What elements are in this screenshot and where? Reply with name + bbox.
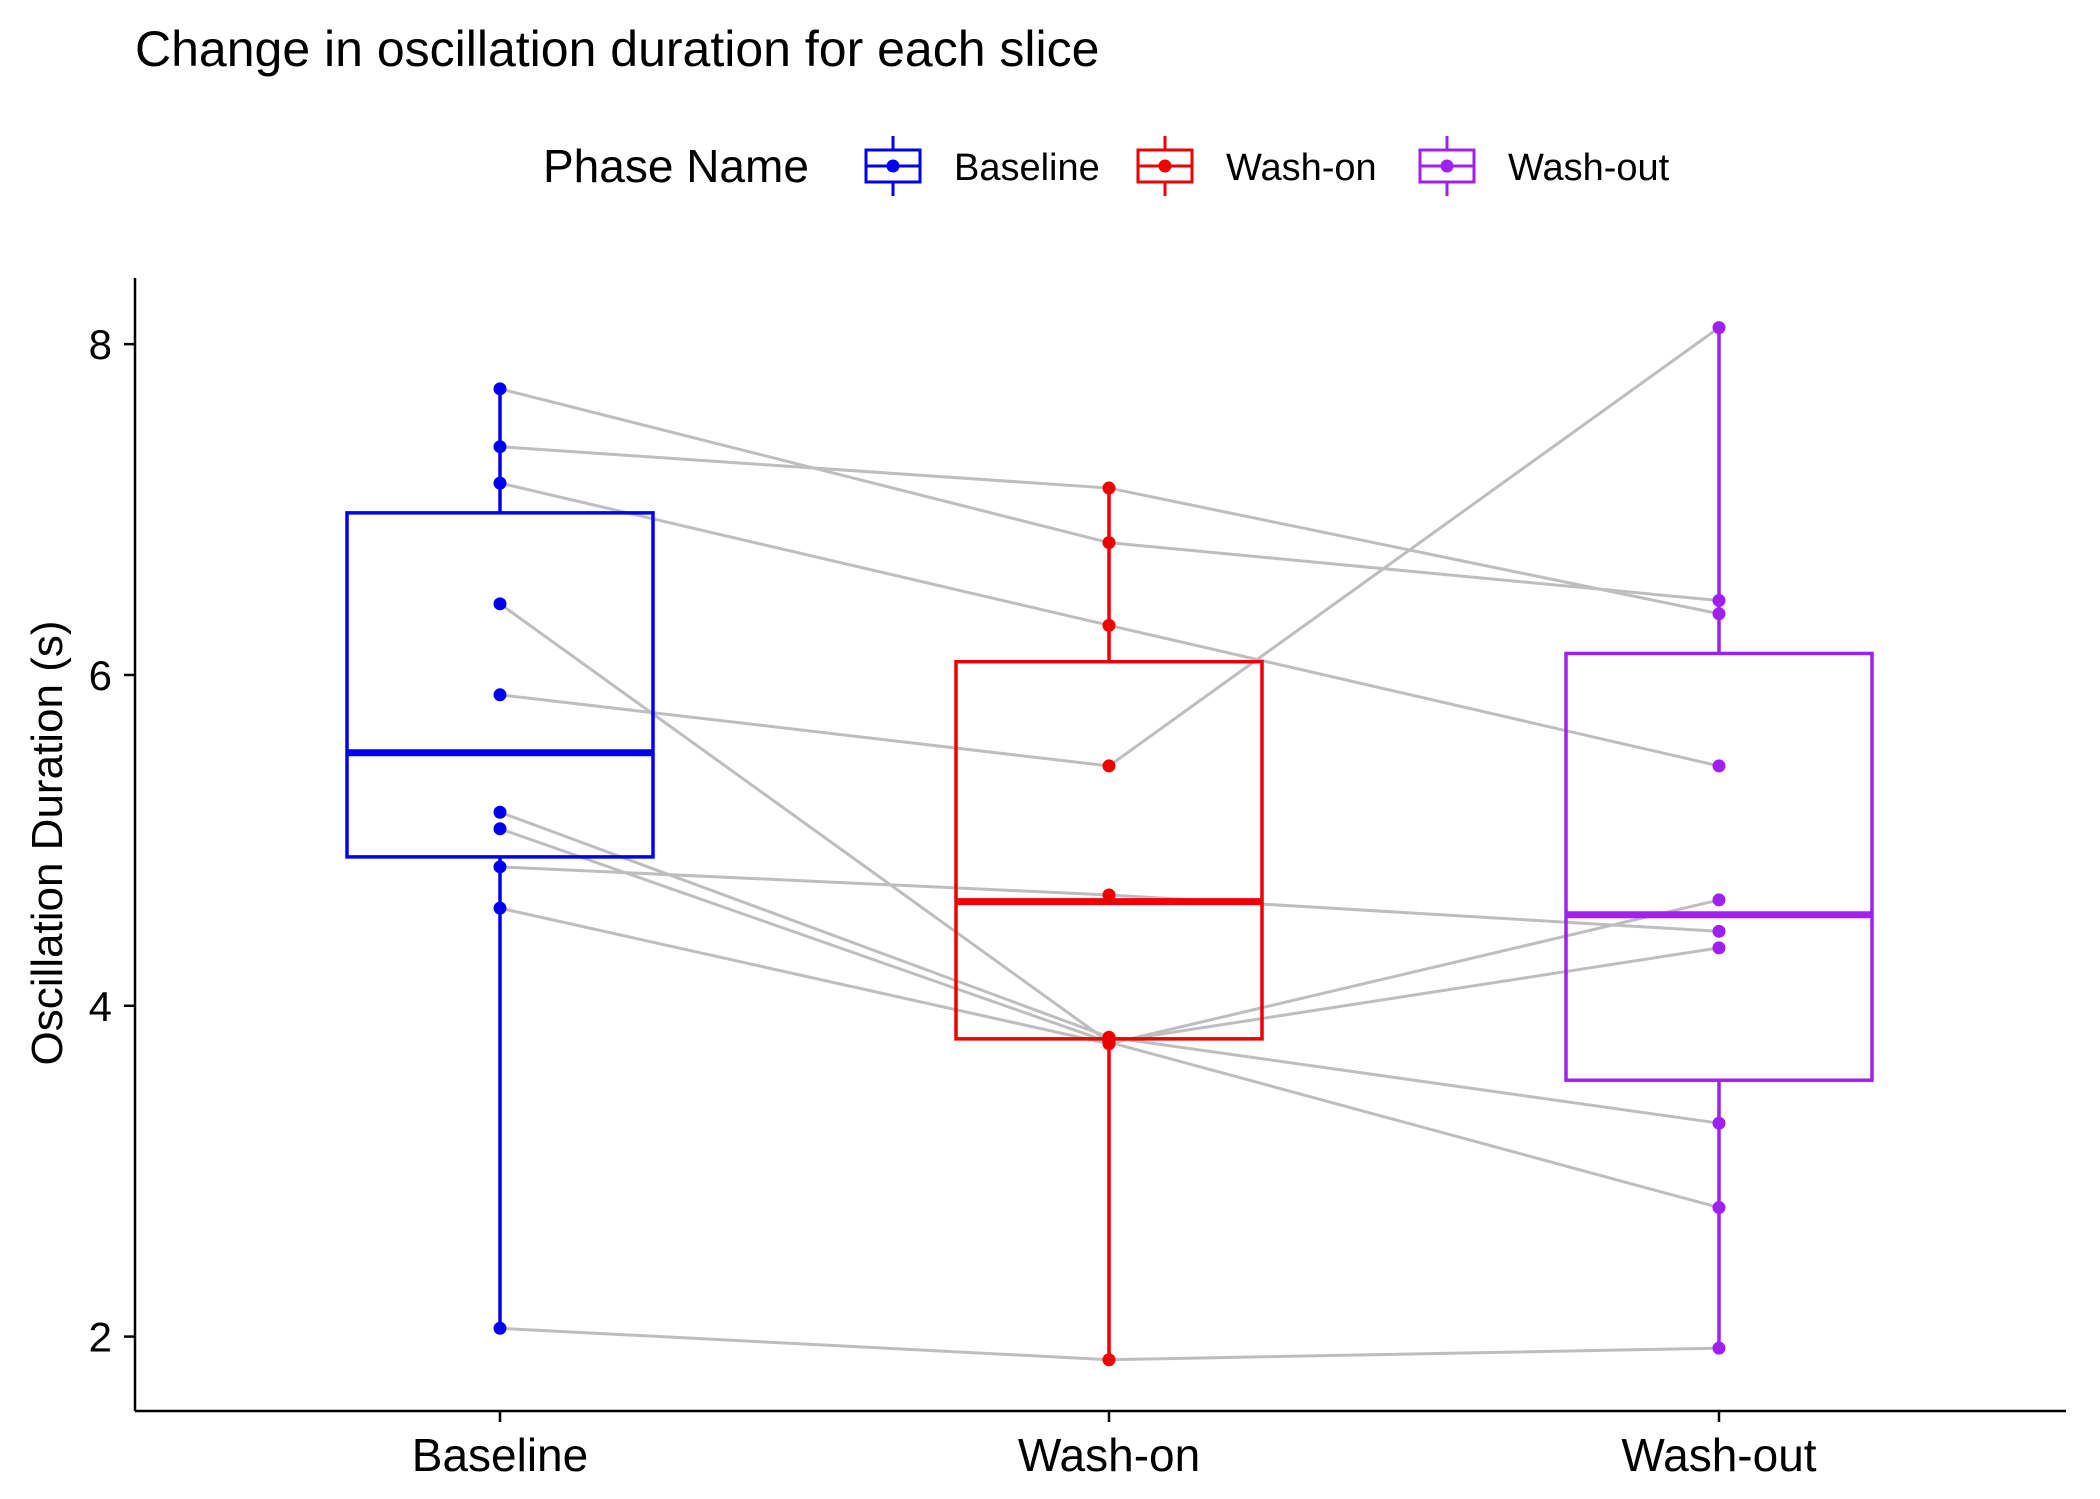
data-point-wash-on [1102,759,1116,773]
data-point-baseline [493,901,507,915]
y-axis-label: Oscillation Duration (s) [23,620,72,1065]
legend-key-baseline [864,136,922,196]
chart-title: Change in oscillation duration for each … [135,21,1099,77]
legend-point [1158,159,1172,173]
legend-label-wash-out: Wash-out [1508,147,1670,189]
legend-point [886,159,900,173]
data-point-baseline [493,805,507,819]
data-point-wash-on [1102,481,1116,495]
data-point-baseline [493,860,507,874]
y-tick-label: 2 [89,1314,112,1361]
data-point-wash-out [1712,1116,1726,1130]
y-tick-label: 8 [89,321,112,368]
y-tick-label: 6 [89,652,112,699]
data-point-baseline [493,597,507,611]
legend-label-baseline: Baseline [954,147,1100,189]
box-wash-out [1564,651,1874,1082]
data-point-wash-out [1712,1341,1726,1355]
data-point-baseline [493,688,507,702]
legend-key-wash-out [1418,136,1476,196]
data-point-wash-out [1712,594,1726,608]
legend-label-wash-on: Wash-on [1226,147,1377,189]
y-tick-label: 4 [89,983,112,1030]
legend-point [1440,159,1454,173]
data-point-baseline [493,440,507,454]
box-wash-on [954,659,1264,1041]
data-point-wash-on [1102,536,1116,550]
data-point-wash-on [1102,1037,1116,1051]
data-point-wash-out [1712,924,1726,938]
data-point-baseline [493,822,507,836]
x-tick-label-wash-out: Wash-out [1621,1429,1816,1481]
data-point-wash-on [1102,1353,1116,1367]
slice-connector-line [499,602,1720,1044]
data-point-wash-out [1712,1201,1726,1215]
data-point-wash-out [1712,607,1726,621]
box-baseline [345,511,655,859]
y-axis: 2 4 6 8 Oscillation Duration (s) [23,278,137,1411]
legend-key-wash-on [1136,136,1194,196]
data-point-wash-on [1102,618,1116,632]
x-tick-label-baseline: Baseline [412,1429,588,1481]
legend-title: Phase Name [543,140,809,192]
x-tick-label-wash-on: Wash-on [1018,1429,1200,1481]
legend: Phase Name Baseline Wash-on Wash-out [543,136,1670,196]
data-point-wash-out [1712,759,1726,773]
data-point-baseline [493,382,507,396]
data-point-wash-out [1712,321,1726,335]
x-axis: Baseline Wash-on Wash-out [135,1409,2066,1481]
data-point-wash-out [1712,893,1726,907]
data-point-wash-on [1102,888,1116,902]
data-points [493,321,1726,1367]
data-point-baseline [493,1321,507,1335]
data-point-baseline [493,476,507,490]
data-point-wash-out [1712,941,1726,955]
